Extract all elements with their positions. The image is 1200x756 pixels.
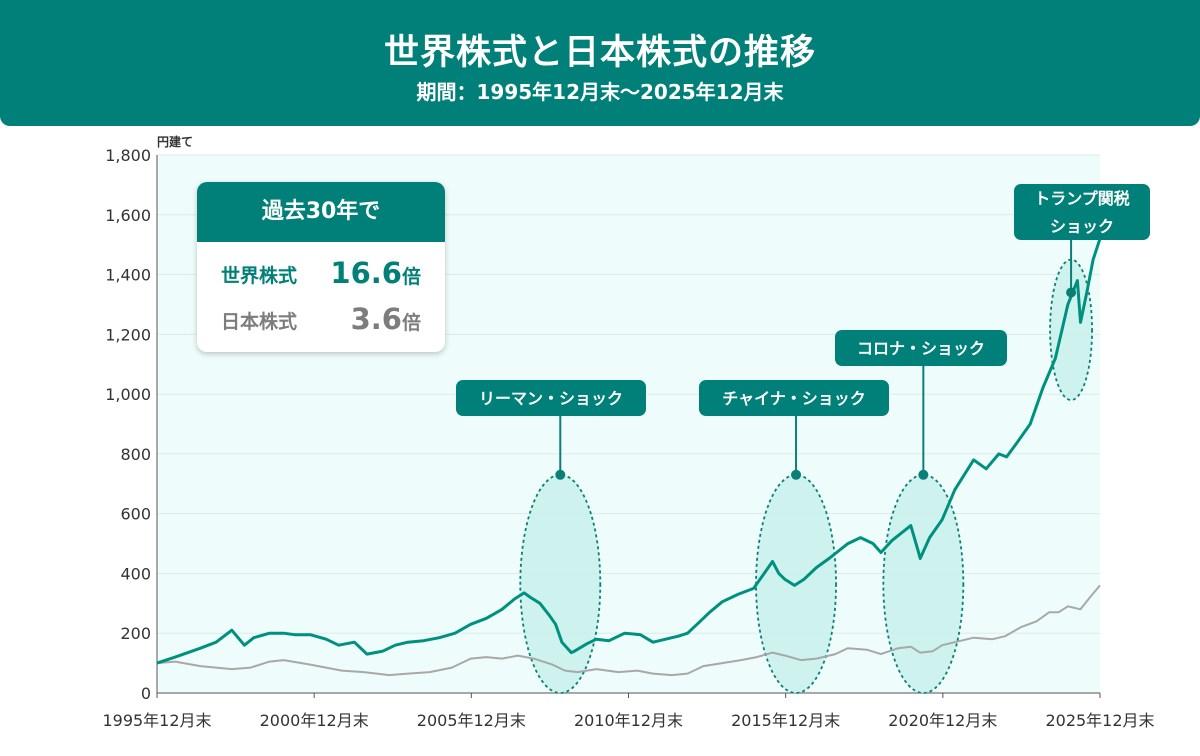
y-axis-label: 円建て bbox=[157, 134, 193, 149]
callout-dot bbox=[791, 469, 802, 480]
x-tick-label: 2000年12月末 bbox=[260, 711, 369, 730]
summary-card: 過去30年で 世界株式 16.6倍 日本株式 3.6倍 bbox=[197, 182, 445, 352]
highlight-ellipse bbox=[882, 473, 965, 694]
series-line-world bbox=[156, 238, 1102, 665]
summary-unit-world: 倍 bbox=[401, 266, 421, 288]
summary-label-world: 世界株式 bbox=[221, 265, 298, 287]
callout-box bbox=[456, 380, 646, 416]
summary-label-japan: 日本株式 bbox=[221, 311, 298, 333]
callout-label: ショック bbox=[1050, 217, 1114, 236]
callout-dot bbox=[918, 469, 929, 480]
header-banner: 世界株式と日本株式の推移 期間：1995年12月末～2025年12月末 bbox=[0, 0, 1200, 126]
period-subtitle: 期間：1995年12月末～2025年12月末 bbox=[416, 80, 784, 104]
summary-number-japan: 3.6 bbox=[350, 302, 402, 336]
callout-label: トランプ関税 bbox=[1034, 189, 1130, 208]
callout-label: リーマン・ショック bbox=[479, 389, 623, 408]
summary-value-japan: 3.6倍 bbox=[351, 302, 421, 336]
x-tick-label: 2015年12月末 bbox=[731, 711, 840, 730]
summary-unit-japan: 倍 bbox=[401, 312, 421, 334]
callout-box bbox=[699, 380, 889, 416]
callout-box bbox=[835, 330, 1007, 366]
x-tick-label: 2020年12月末 bbox=[888, 711, 997, 730]
callout-box bbox=[1014, 184, 1150, 240]
summary-row-japan: 日本株式 3.6倍 bbox=[221, 300, 421, 340]
page-title: 世界株式と日本株式の推移 bbox=[383, 33, 816, 73]
y-tick-label: 1,000 bbox=[105, 385, 151, 404]
x-tick-label: 2025年12月末 bbox=[1045, 711, 1154, 730]
y-tick-label: 800 bbox=[120, 445, 151, 464]
summary-heading: 過去30年で bbox=[197, 182, 445, 242]
x-tick-label: 1995年12月末 bbox=[102, 711, 211, 730]
y-tick-label: 0 bbox=[141, 684, 151, 703]
y-tick-label: 400 bbox=[120, 564, 151, 583]
callout-dot bbox=[1066, 287, 1077, 298]
x-tick-label: 2010年12月末 bbox=[574, 711, 683, 730]
series-line-japan bbox=[156, 584, 1101, 677]
y-tick-label: 1,600 bbox=[105, 206, 151, 225]
y-tick-label: 1,800 bbox=[105, 146, 151, 165]
summary-row-world: 世界株式 16.6倍 bbox=[221, 254, 421, 294]
y-tick-label: 1,400 bbox=[105, 266, 151, 285]
y-tick-label: 200 bbox=[120, 624, 151, 643]
callout-dot bbox=[555, 469, 566, 480]
summary-value-world: 16.6倍 bbox=[330, 256, 421, 290]
stock-line-chart: 0 200 400 600 800 1,000 1,200 1,400 1,600 1,800 円建… bbox=[102, 134, 1154, 730]
x-tick-label: 2005年12月末 bbox=[417, 711, 526, 730]
callout-label: チャイナ・ショック bbox=[722, 389, 866, 408]
callout-label: コロナ・ショック bbox=[857, 339, 985, 358]
y-tick-label: 600 bbox=[120, 505, 151, 524]
summary-number-world: 16.6 bbox=[330, 256, 402, 290]
y-tick-label: 1,200 bbox=[105, 325, 151, 344]
highlight-ellipse bbox=[519, 473, 602, 694]
